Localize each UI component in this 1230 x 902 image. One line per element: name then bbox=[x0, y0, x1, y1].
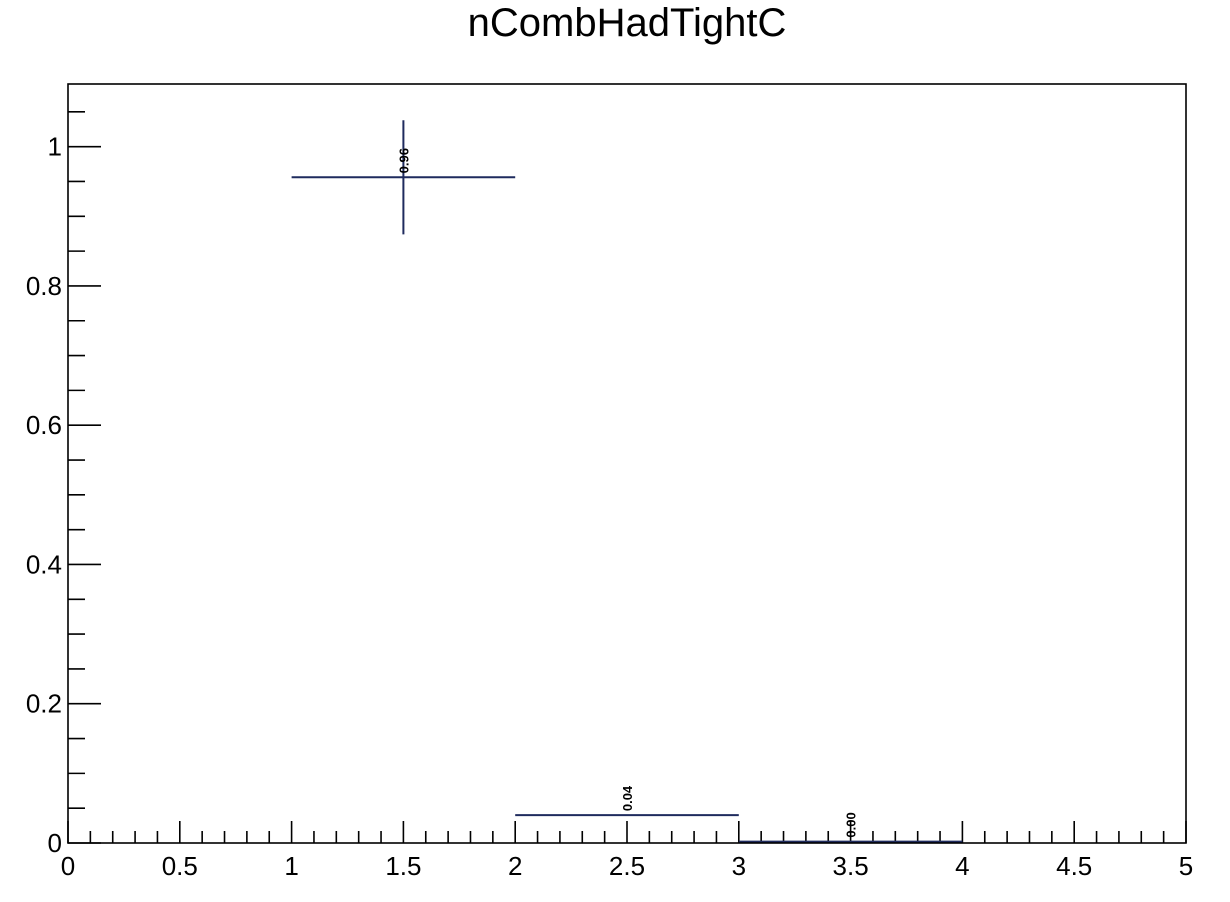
x-tick-label: 3.5 bbox=[833, 851, 869, 881]
x-tick-label: 5 bbox=[1179, 851, 1193, 881]
axis-ticks bbox=[67, 111, 1187, 844]
x-tick-label: 2.5 bbox=[609, 851, 645, 881]
tick-labels: 0 0.5 1 1.5 2 2.5 3 3.5 4 4.5 5 0 0.2 0.4 0.6 0.8 1 bbox=[26, 132, 1193, 881]
y-tick-label: 0 bbox=[48, 828, 62, 858]
y-tick-label: 0.2 bbox=[26, 689, 62, 719]
plot-frame bbox=[67, 83, 1187, 844]
y-tick-label: 0.8 bbox=[26, 271, 62, 301]
x-tick-label: 0 bbox=[61, 851, 75, 881]
x-tick-label: 3 bbox=[732, 851, 746, 881]
y-tick-label: 0.6 bbox=[26, 410, 62, 440]
histogram-marks: 0.96 0.04 0.00 bbox=[291, 120, 963, 843]
x-tick-label: 4 bbox=[955, 851, 969, 881]
x-tick-label: 1.5 bbox=[385, 851, 421, 881]
chart-title: nCombHadTightC bbox=[468, 1, 787, 45]
bin-value-label: 0.04 bbox=[620, 785, 635, 811]
y-tick-label: 0.4 bbox=[26, 549, 62, 579]
x-tick-label: 2 bbox=[508, 851, 522, 881]
y-tick-label: 1 bbox=[48, 132, 62, 162]
x-tick-label: 0.5 bbox=[162, 851, 198, 881]
bin-value-label: 0.96 bbox=[396, 148, 411, 173]
x-tick-label: 4.5 bbox=[1056, 851, 1092, 881]
x-tick-label: 1 bbox=[284, 851, 298, 881]
bin-value-label: 0.00 bbox=[844, 812, 859, 837]
